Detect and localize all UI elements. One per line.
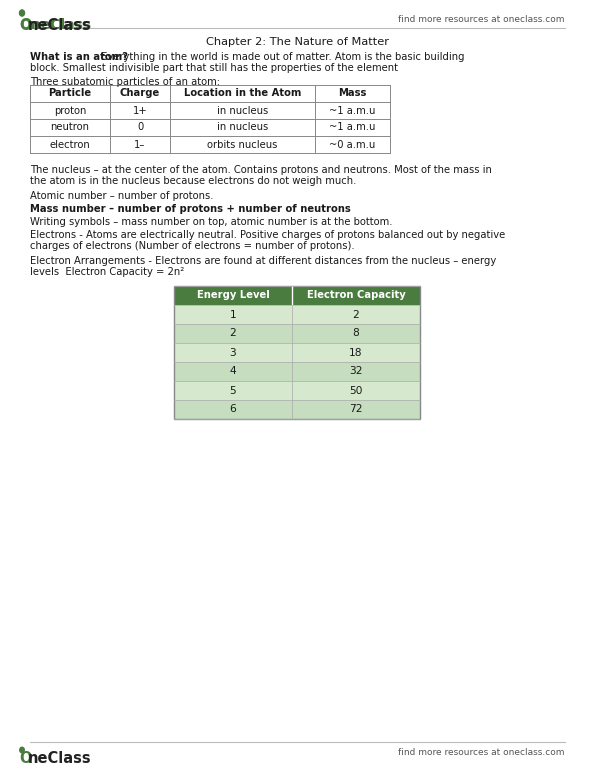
Text: the atom is in the nucleus because electrons do not weigh much.: the atom is in the nucleus because elect…	[30, 176, 356, 186]
Text: block. Smallest indivisible part that still has the properties of the element: block. Smallest indivisible part that st…	[30, 63, 398, 73]
Text: Electron Arrangements - Electrons are found at different distances from the nucl: Electron Arrangements - Electrons are fo…	[30, 256, 496, 266]
Text: 2: 2	[353, 310, 359, 320]
Bar	[174, 362, 420, 381]
Bar	[174, 400, 420, 419]
Text: O: O	[19, 18, 32, 33]
Text: ~1 a.m.u: ~1 a.m.u	[329, 122, 375, 132]
Ellipse shape	[20, 10, 24, 16]
Bar	[30, 85, 390, 102]
Text: electron: electron	[49, 139, 90, 149]
Bar	[174, 286, 420, 305]
Text: Mass: Mass	[339, 89, 367, 99]
Text: ~1 a.m.u: ~1 a.m.u	[329, 105, 375, 116]
Text: find more resources at oneclass.com: find more resources at oneclass.com	[399, 748, 565, 757]
Text: 18: 18	[349, 347, 363, 357]
Text: proton: proton	[54, 105, 86, 116]
Text: 3: 3	[230, 347, 236, 357]
Text: find more resources at oneclass.com: find more resources at oneclass.com	[399, 15, 565, 24]
Text: in nucleus: in nucleus	[217, 105, 268, 116]
Bar	[174, 381, 420, 400]
Ellipse shape	[20, 10, 24, 15]
Text: orbits nucleus: orbits nucleus	[207, 139, 278, 149]
Text: Energy Level: Energy Level	[196, 290, 270, 300]
Text: 50: 50	[349, 386, 363, 396]
Text: Writing symbols – mass number on top, atomic number is at the bottom.: Writing symbols – mass number on top, at…	[30, 217, 393, 227]
Bar	[174, 324, 420, 343]
Text: 0: 0	[137, 122, 143, 132]
Text: Mass number – number of protons + number of neutrons: Mass number – number of protons + number…	[30, 204, 350, 214]
Text: ~0 a.m.u: ~0 a.m.u	[330, 139, 375, 149]
Text: Chapter 2: The Nature of Matter: Chapter 2: The Nature of Matter	[205, 37, 389, 47]
Text: levels  Electron Capacity = 2n²: levels Electron Capacity = 2n²	[30, 267, 184, 277]
Text: Location in the Atom: Location in the Atom	[184, 89, 301, 99]
Text: Particle: Particle	[48, 89, 92, 99]
Text: charges of electrons (Number of electrons = number of protons).: charges of electrons (Number of electron…	[30, 241, 355, 251]
Text: 32: 32	[349, 367, 363, 377]
Bar	[174, 343, 420, 362]
Text: O: O	[19, 751, 32, 766]
Bar	[30, 119, 390, 136]
Text: 5: 5	[230, 386, 236, 396]
Text: 8: 8	[353, 329, 359, 339]
Text: Three subatomic particles of an atom:: Three subatomic particles of an atom:	[30, 77, 220, 87]
Bar	[30, 136, 390, 153]
Text: Atomic number – number of protons.: Atomic number – number of protons.	[30, 191, 214, 201]
Bar	[174, 305, 420, 324]
Bar	[174, 286, 420, 419]
Text: Everything in the world is made out of matter. Atom is the basic building: Everything in the world is made out of m…	[98, 52, 465, 62]
Text: Electrons - Atoms are electrically neutral. Positive charges of protons balanced: Electrons - Atoms are electrically neutr…	[30, 230, 505, 240]
Text: in nucleus: in nucleus	[217, 122, 268, 132]
Text: Charge: Charge	[120, 89, 160, 99]
Text: 72: 72	[349, 404, 363, 414]
Text: 2: 2	[230, 329, 236, 339]
Text: 6: 6	[230, 404, 236, 414]
Text: neutron: neutron	[51, 122, 89, 132]
Text: neClass: neClass	[28, 18, 92, 33]
Text: OneClass: OneClass	[19, 18, 91, 32]
Text: The nucleus – at the center of the atom. Contains protons and neutrons. Most of : The nucleus – at the center of the atom.…	[30, 165, 492, 175]
Text: 1: 1	[230, 310, 236, 320]
Bar	[30, 102, 390, 119]
Text: 4: 4	[230, 367, 236, 377]
Text: What is an atom?: What is an atom?	[30, 52, 128, 62]
Ellipse shape	[20, 747, 24, 753]
Text: Electron Capacity: Electron Capacity	[306, 290, 405, 300]
Text: 1+: 1+	[133, 105, 148, 116]
Text: 1–: 1–	[134, 139, 146, 149]
Text: neClass: neClass	[28, 751, 92, 766]
